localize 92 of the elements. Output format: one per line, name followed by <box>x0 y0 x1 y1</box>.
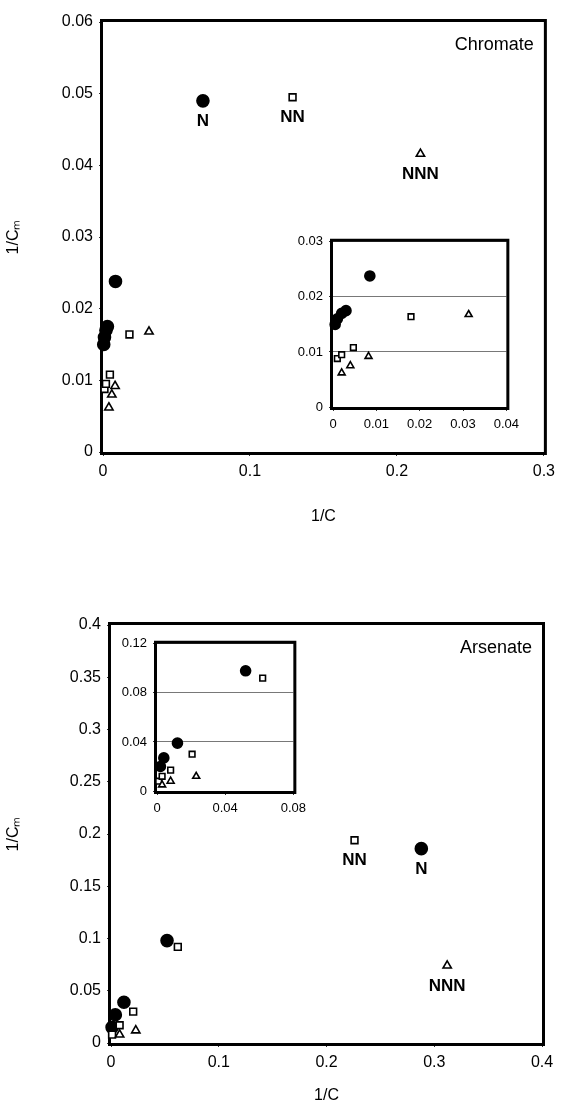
x-tick-label: 0.03 <box>450 416 476 432</box>
point <box>105 370 115 379</box>
x-tick-label: 0.01 <box>363 416 389 432</box>
point <box>129 1007 138 1016</box>
point <box>144 326 154 335</box>
point <box>101 379 111 389</box>
point <box>191 771 201 780</box>
point <box>415 148 426 158</box>
y-tick-label: 0.08 <box>121 684 147 700</box>
point <box>108 274 123 289</box>
x-tick-label: 0 <box>153 800 161 816</box>
y-tick-label: 0.04 <box>121 733 147 749</box>
y-tick-label: 0 <box>139 782 147 798</box>
point <box>337 368 346 376</box>
series-label: N <box>196 111 210 131</box>
annotation: Chromate <box>454 33 534 54</box>
series-label: NNN <box>402 164 439 184</box>
point <box>117 995 131 1010</box>
point <box>346 360 355 369</box>
point <box>106 389 117 398</box>
series-label: NN <box>280 107 305 127</box>
point <box>125 330 134 339</box>
x-tick-label: 0.3 <box>532 462 556 480</box>
point <box>188 750 196 758</box>
point <box>350 836 359 845</box>
point <box>158 752 170 764</box>
point <box>364 270 376 282</box>
point <box>167 766 175 774</box>
y-tick-label: 0.05 <box>69 981 102 999</box>
point <box>103 401 114 411</box>
series-label: NN <box>342 850 367 870</box>
x-tick-label: 0 <box>106 1053 116 1071</box>
x-tick-label: 0.02 <box>407 416 433 432</box>
series-label: N <box>415 858 428 878</box>
point <box>364 351 373 360</box>
x-tick-label: 0.08 <box>280 800 307 816</box>
series-label: NNN <box>428 975 466 995</box>
point <box>288 93 297 102</box>
point <box>158 772 166 780</box>
y-tick-label: 0.1 <box>78 928 102 946</box>
point <box>130 1024 141 1034</box>
x-tick-label: 0.04 <box>493 416 520 432</box>
x-tick-label: 0.2 <box>385 462 409 480</box>
y-tick-label: 0.01 <box>61 370 94 388</box>
point <box>407 313 415 321</box>
x-axis-title: 1/C <box>310 506 336 524</box>
y-tick-label: 0 <box>315 398 323 414</box>
y-tick-label: 0.03 <box>61 227 94 245</box>
y-tick-label: 0.3 <box>78 719 102 737</box>
y-tick-label: 0.4 <box>78 615 102 633</box>
point <box>239 664 252 677</box>
point <box>464 309 473 318</box>
point <box>114 1029 125 1038</box>
x-tick-label: 0.3 <box>423 1053 446 1071</box>
y-tick-label: 0.04 <box>61 155 94 173</box>
point <box>340 304 352 317</box>
y-tick-label: 0.12 <box>121 635 147 651</box>
y-tick-label: 0.02 <box>61 299 94 317</box>
point <box>414 841 429 856</box>
y-tick-label: 0 <box>84 442 94 460</box>
y-tick-label: 0.2 <box>78 824 102 842</box>
y-axis-title: 1/Cₘ <box>4 219 22 255</box>
y-tick-label: 0.06 <box>61 12 94 30</box>
point <box>349 343 357 352</box>
point <box>171 737 184 749</box>
y-tick-label: 0.25 <box>69 772 102 790</box>
x-tick-label: 0.4 <box>530 1053 554 1071</box>
y-tick-label: 0.05 <box>61 84 94 102</box>
y-tick-label: 0.15 <box>69 876 102 894</box>
point <box>160 933 174 948</box>
y-tick-label: 0.01 <box>297 343 323 359</box>
point <box>338 351 346 359</box>
y-tick-label: 0 <box>92 1033 102 1051</box>
x-tick-label: 0.1 <box>238 462 262 480</box>
y-tick-label: 0.03 <box>297 233 323 249</box>
x-tick-label: 0.2 <box>315 1053 338 1071</box>
point <box>196 94 210 108</box>
point <box>259 674 267 682</box>
point <box>173 942 182 952</box>
point <box>166 776 175 784</box>
x-tick-label: 0.1 <box>207 1053 230 1071</box>
point <box>115 1021 124 1030</box>
y-tick-label: 0.02 <box>297 288 323 304</box>
x-tick-label: 0 <box>329 416 337 432</box>
y-axis-title: 1/Cₘ <box>4 816 22 852</box>
annotation: Arsenate <box>459 636 532 657</box>
point <box>442 960 453 969</box>
point <box>157 780 167 788</box>
x-axis-title: 1/C <box>314 1085 339 1103</box>
point <box>110 380 121 390</box>
x-tick-label: 0.04 <box>212 800 238 816</box>
y-tick-label: 0.35 <box>69 667 102 685</box>
